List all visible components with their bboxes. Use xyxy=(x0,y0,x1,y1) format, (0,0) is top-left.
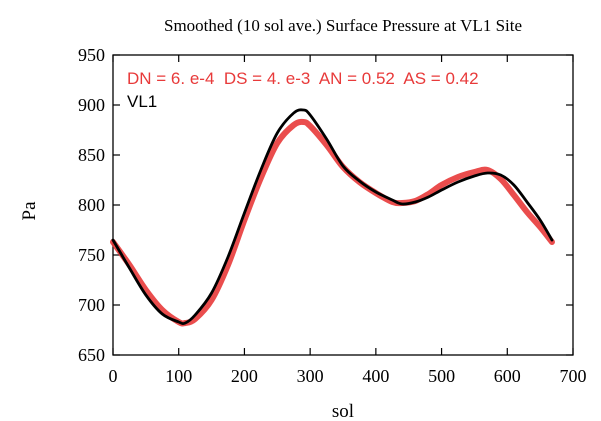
x-axis: 0 100 200 300 400 500 600 700 xyxy=(109,55,587,386)
chart-title: Smoothed (10 sol ave.) Surface Pressure … xyxy=(164,16,522,35)
y-tick-label: 800 xyxy=(78,195,105,215)
x-tick-label: 200 xyxy=(231,366,258,386)
y-tick-label: 950 xyxy=(78,45,105,65)
series-vl1-line xyxy=(111,108,554,325)
series-layer xyxy=(110,108,555,327)
x-tick-label: 500 xyxy=(428,366,455,386)
y-axis-title: Pa xyxy=(19,201,40,221)
plot-border xyxy=(112,54,574,356)
series-model-line xyxy=(110,118,555,327)
y-tick-label: 900 xyxy=(78,95,105,115)
x-axis-title: sol xyxy=(332,401,354,421)
x-tick-label: 600 xyxy=(494,366,521,386)
y-tick-label: 650 xyxy=(78,345,105,365)
legend-label: DN = 6. e-4 DS = 4. e-3 AN = 0.52 AS = 0… xyxy=(127,69,479,88)
x-tick-label: 300 xyxy=(297,366,324,386)
y-tick-label: 750 xyxy=(78,245,105,265)
y-tick-label: 700 xyxy=(78,295,105,315)
plot-frame xyxy=(112,54,574,356)
x-tick-label: 400 xyxy=(362,366,389,386)
x-tick-label: 0 xyxy=(109,366,118,386)
x-tick-label: 100 xyxy=(165,366,192,386)
legend: DN = 6. e-4 DS = 4. e-3 AN = 0.52 AS = 0… xyxy=(127,69,479,111)
y-tick-label: 850 xyxy=(78,145,105,165)
x-tick-label: 700 xyxy=(560,366,587,386)
y-axis: 650 700 750 800 850 900 950 xyxy=(78,45,573,365)
legend-label: VL1 xyxy=(127,92,157,111)
